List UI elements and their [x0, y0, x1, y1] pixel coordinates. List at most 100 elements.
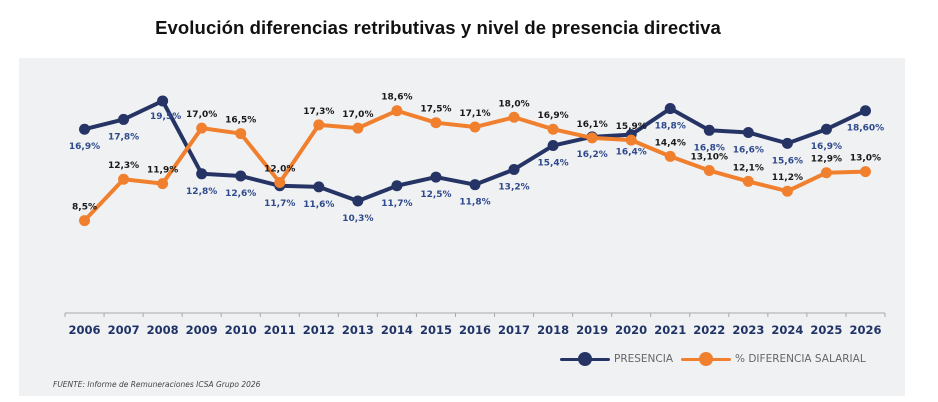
data-point-presencia	[118, 113, 130, 125]
x-tick-label: 2015	[420, 323, 452, 337]
data-labels: 16,9% 17,8% 19,5% 12,8% 12,6% 11,7% 11,6% 10,3%…	[69, 93, 884, 224]
chart-panel	[19, 58, 905, 396]
legend-label-diferencia-salarial: % DIFERENCIA SALARIAL	[735, 353, 866, 365]
data-label-diferencia-salarial: 17,0%	[186, 110, 217, 120]
data-label-presencia: 15,6%	[772, 156, 803, 166]
source-note: FUENTE: Informe de Remuneraciones ICSA G…	[53, 380, 261, 389]
legend-item-presencia: PRESENCIA	[560, 352, 673, 366]
data-label-diferencia-salarial: 8,5%	[72, 203, 97, 213]
legend-label-presencia: PRESENCIA	[614, 353, 674, 365]
data-point-presencia	[547, 140, 559, 152]
data-point-presencia	[157, 95, 169, 107]
x-tick-label: 2023	[732, 323, 764, 337]
data-label-diferencia-salarial: 16,9%	[537, 111, 568, 121]
data-point-diferencia-salarial	[430, 117, 442, 129]
series-lines	[79, 95, 871, 227]
data-label-diferencia-salarial: 17,5%	[420, 105, 451, 115]
data-label-presencia: 18,60%	[847, 124, 885, 134]
data-label-presencia: 16,9%	[69, 142, 100, 152]
data-point-diferencia-salarial	[469, 121, 481, 133]
data-label-presencia: 11,6%	[303, 200, 334, 210]
data-label-presencia: 15,4%	[537, 159, 568, 169]
x-tick-label: 2007	[108, 323, 140, 337]
data-point-presencia	[313, 181, 325, 193]
data-point-diferencia-salarial	[547, 123, 559, 135]
data-label-presencia: 12,5%	[420, 190, 451, 200]
data-point-presencia	[742, 126, 754, 138]
data-point-diferencia-salarial	[235, 128, 247, 140]
data-label-diferencia-salarial: 18,6%	[381, 93, 412, 103]
data-label-presencia: 11,8%	[459, 198, 490, 208]
x-tick-label: 2011	[264, 323, 296, 337]
data-point-diferencia-salarial	[625, 134, 637, 146]
x-tick-label: 2008	[147, 323, 179, 337]
data-point-presencia	[352, 195, 364, 207]
data-label-presencia: 16,9%	[811, 142, 842, 152]
x-tick-label: 2016	[459, 323, 491, 337]
data-label-diferencia-salarial: 17,3%	[303, 107, 334, 117]
data-point-diferencia-salarial	[79, 215, 91, 227]
data-label-presencia: 13,2%	[498, 182, 529, 192]
data-label-presencia: 16,2%	[577, 150, 608, 160]
data-label-diferencia-salarial: 18,0%	[498, 99, 529, 109]
x-tick-label: 2026	[849, 323, 881, 337]
data-point-diferencia-salarial	[352, 122, 364, 134]
x-tick-label: 2014	[381, 323, 413, 337]
x-tick-label: 2010	[225, 323, 257, 337]
legend-swatch-diferencia-salarial	[681, 352, 732, 366]
legend: PRESENCIA % DIFERENCIA SALARIAL	[560, 352, 874, 366]
data-point-diferencia-salarial	[508, 111, 520, 123]
data-label-presencia: 16,8%	[694, 143, 725, 153]
data-label-diferencia-salarial: 11,9%	[147, 166, 178, 176]
legend-item-diferencia-salarial: % DIFERENCIA SALARIAL	[681, 352, 866, 366]
data-point-diferencia-salarial	[586, 132, 598, 144]
x-tick-label: 2021	[654, 323, 686, 337]
data-point-presencia	[430, 171, 442, 183]
data-point-diferencia-salarial	[781, 185, 793, 197]
data-point-diferencia-salarial	[703, 165, 715, 177]
x-tick-label: 2012	[303, 323, 335, 337]
data-point-diferencia-salarial	[391, 105, 403, 117]
data-point-presencia	[781, 137, 793, 149]
data-point-presencia	[664, 103, 676, 115]
data-label-diferencia-salarial: 17,1%	[459, 109, 490, 119]
data-label-diferencia-salarial: 16,5%	[225, 116, 256, 126]
x-tick-label: 2019	[576, 323, 608, 337]
data-label-diferencia-salarial: 12,9%	[811, 155, 842, 165]
data-label-diferencia-salarial: 14,4%	[655, 138, 686, 148]
x-tick-label: 2009	[186, 323, 218, 337]
data-point-presencia	[79, 123, 91, 135]
data-point-diferencia-salarial	[157, 178, 169, 190]
data-point-diferencia-salarial	[313, 119, 325, 131]
x-tick-label: 2025	[810, 323, 842, 337]
data-point-diferencia-salarial	[742, 175, 754, 187]
x-tick-label: 2018	[537, 323, 569, 337]
data-label-presencia: 18,8%	[655, 122, 686, 132]
data-point-presencia	[469, 179, 481, 191]
data-label-presencia: 16,4%	[616, 148, 647, 158]
chart-title: Evolución diferencias retributivas y niv…	[155, 17, 721, 38]
x-tick-label: 2006	[69, 323, 101, 337]
data-label-presencia: 11,7%	[264, 199, 295, 209]
data-label-diferencia-salarial: 17,0%	[342, 110, 373, 120]
data-label-diferencia-salarial: 16,1%	[577, 120, 608, 130]
data-point-presencia	[508, 163, 520, 175]
data-label-presencia: 12,8%	[186, 187, 217, 197]
data-label-diferencia-salarial: 12,1%	[733, 163, 764, 173]
data-label-presencia: 17,8%	[108, 132, 139, 142]
x-tick-label: 2024	[771, 323, 803, 337]
data-label-presencia: 12,6%	[225, 189, 256, 199]
data-point-presencia	[235, 170, 247, 182]
data-label-diferencia-salarial: 13,0%	[850, 154, 881, 164]
data-point-presencia	[859, 105, 871, 117]
x-tick-label: 2017	[498, 323, 530, 337]
data-label-diferencia-salarial: 13,10%	[691, 153, 729, 163]
data-point-diferencia-salarial	[664, 150, 676, 162]
data-point-diferencia-salarial	[820, 167, 832, 179]
data-point-diferencia-salarial	[859, 166, 871, 178]
x-tick-label: 2020	[615, 323, 647, 337]
data-point-diferencia-salarial	[118, 173, 130, 185]
data-point-presencia	[820, 123, 832, 135]
x-tick-label: 2013	[342, 323, 374, 337]
data-point-presencia	[196, 168, 208, 180]
